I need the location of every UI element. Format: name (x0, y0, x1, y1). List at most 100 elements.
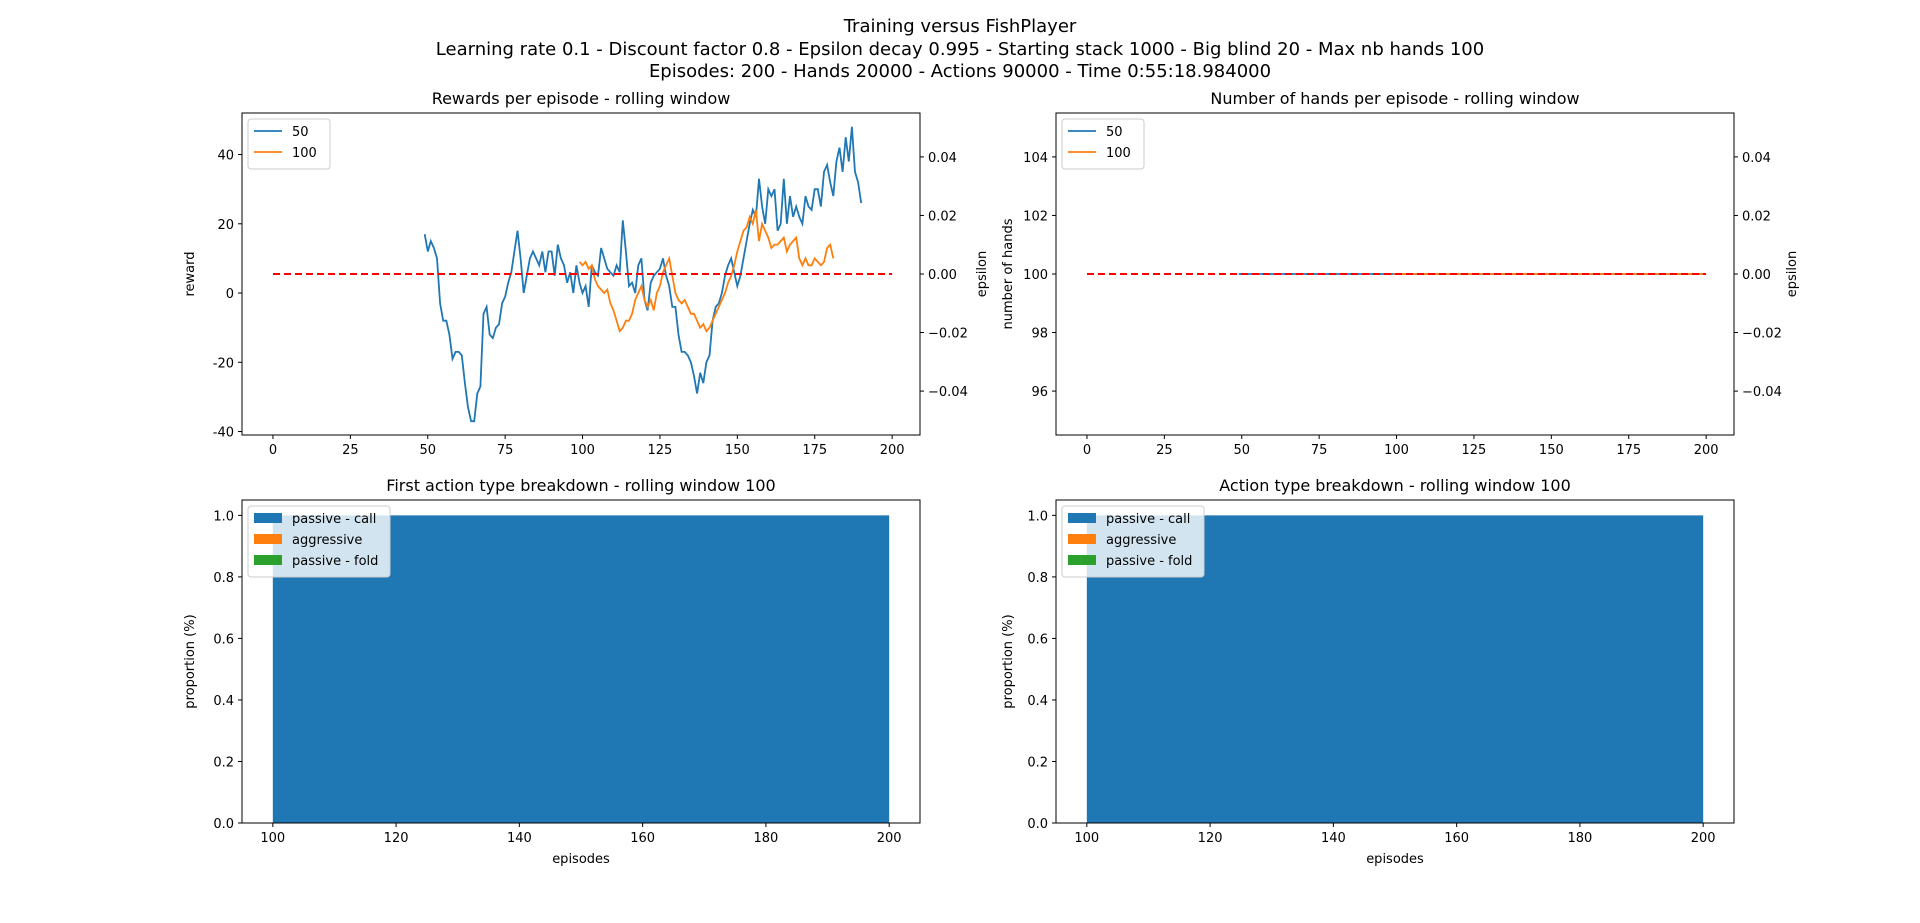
figure-title: Training versus FishPlayer (843, 16, 1077, 37)
legend-label: passive - call (1106, 512, 1190, 527)
axes-frame (1055, 499, 1735, 824)
x-tick-label: 0 (269, 443, 277, 458)
x-tick-label: 125 (1462, 443, 1487, 458)
y-tick-label: 40 (217, 149, 234, 164)
legend-swatch (1068, 513, 1096, 523)
y2-axis-label: epsilon (975, 251, 990, 297)
y-tick-label: 0.8 (213, 571, 234, 586)
y-tick-label: 0.2 (213, 755, 234, 770)
x-tick-label: 175 (1616, 443, 1641, 458)
chart-panel-1: 0 25 50 75 100 125 150 175 200 -40 -20 0 20 40 −0.04 −0… (183, 89, 990, 458)
y-tick-label: 104 (1023, 151, 1048, 166)
y-axis-label: proportion (%) (183, 614, 198, 708)
y-axis-label: number of hands (1001, 218, 1016, 329)
x-tick-label: 50 (1233, 443, 1250, 458)
x-tick-label: 100 (1384, 443, 1409, 458)
y-tick-label: -40 (213, 426, 234, 441)
legend-label: passive - fold (1106, 554, 1192, 569)
legend-swatch (254, 513, 282, 523)
y2-tick-label: 0.04 (1742, 151, 1771, 166)
x-tick-label: 75 (1311, 443, 1328, 458)
x-tick-label: 200 (1694, 443, 1719, 458)
x-axis-label: episodes (552, 852, 610, 867)
x-tick-label: 200 (877, 831, 902, 846)
x-tick-label: 25 (1156, 443, 1173, 458)
legend-box (247, 118, 331, 170)
y-tick-label: 0 (226, 287, 234, 302)
y-tick-label: 0.4 (1027, 694, 1048, 709)
chart-panel-4: 100 120 140 160 180 200 0.0 0.2 0.4 0.6 0.8 1.0 Acti… (1001, 476, 1735, 867)
legend-label: 50 (1106, 125, 1123, 140)
x-axis-label: episodes (1366, 852, 1424, 867)
legend: passive - call aggressive passive - fold (247, 505, 391, 578)
legend-label: aggressive (292, 533, 362, 548)
x-tick-label: 0 (1083, 443, 1091, 458)
x-tick-label: 140 (1321, 831, 1346, 846)
chart-panel-3: 100 120 140 160 180 200 0.0 0.2 0.4 0.6 0.8 1.0 Firs… (183, 476, 921, 867)
legend-swatch (1068, 555, 1096, 565)
legend-box (1061, 118, 1145, 170)
y2-tick-label: 0.04 (928, 151, 957, 166)
y-tick-label: 102 (1023, 209, 1048, 224)
x-tick-label: 200 (1691, 831, 1716, 846)
y2-tick-label: −0.04 (928, 385, 968, 400)
x-tick-label: 25 (342, 443, 359, 458)
x-tick-label: 200 (880, 443, 905, 458)
plot-area (273, 126, 893, 423)
x-tick-label: 175 (802, 443, 827, 458)
legend-swatch (254, 534, 282, 544)
y-axis-label: reward (183, 251, 198, 296)
axes-frame (241, 499, 921, 824)
chart-title: Rewards per episode - rolling window (432, 89, 731, 108)
y2-tick-label: 0.02 (1742, 209, 1771, 224)
x-tick-label: 100 (570, 443, 595, 458)
x-tick-label: 100 (1074, 831, 1099, 846)
y-tick-label: 96 (1031, 385, 1048, 400)
y-tick-label: 0.2 (1027, 755, 1048, 770)
x-tick-label: 120 (1198, 831, 1223, 846)
x-tick-label: 140 (507, 831, 532, 846)
legend: passive - call aggressive passive - fold (1061, 505, 1205, 578)
y2-tick-label: 0.00 (1742, 268, 1771, 283)
legend-swatch (1068, 534, 1096, 544)
x-tick-label: 75 (497, 443, 514, 458)
y-tick-label: 98 (1031, 327, 1048, 342)
y-tick-label: 1.0 (1027, 509, 1048, 524)
y2-tick-label: 0.02 (928, 209, 957, 224)
legend-swatch (254, 555, 282, 565)
y-tick-label: 100 (1023, 268, 1048, 283)
legend-label: aggressive (1106, 533, 1176, 548)
x-tick-label: 180 (1567, 831, 1592, 846)
y-tick-label: 0.0 (1027, 817, 1048, 832)
legend-label: passive - call (292, 512, 376, 527)
figure-subtitle-stats: Episodes: 200 - Hands 20000 - Actions 90… (649, 61, 1271, 82)
x-tick-label: 150 (725, 443, 750, 458)
x-tick-label: 125 (648, 443, 673, 458)
chart-title: First action type breakdown - rolling wi… (386, 476, 775, 495)
x-tick-label: 50 (419, 443, 436, 458)
y2-tick-label: 0.00 (928, 268, 957, 283)
x-tick-label: 120 (384, 831, 409, 846)
x-tick-label: 150 (1539, 443, 1564, 458)
chart-panel-2: 0 25 50 75 100 125 150 175 200 96 98 100 102 104 −0.04… (1001, 89, 1800, 458)
legend-label: 100 (1106, 146, 1131, 161)
y-axis-label: proportion (%) (1001, 614, 1016, 708)
x-tick-label: 160 (630, 831, 655, 846)
legend-label: 100 (292, 146, 317, 161)
x-tick-label: 160 (1444, 831, 1469, 846)
y2-tick-label: −0.02 (1742, 327, 1782, 342)
y-tick-label: 0.8 (1027, 571, 1048, 586)
y2-axis-label: epsilon (1785, 251, 1800, 297)
y-tick-label: 20 (217, 218, 234, 233)
y2-tick-label: −0.02 (928, 327, 968, 342)
series-line-100 (578, 209, 835, 333)
legend-label: 50 (292, 125, 309, 140)
x-tick-label: 100 (260, 831, 285, 846)
y-tick-label: 0.0 (213, 817, 234, 832)
y-tick-label: 1.0 (213, 509, 234, 524)
legend-box (1061, 505, 1205, 578)
x-tick-label: 180 (753, 831, 778, 846)
